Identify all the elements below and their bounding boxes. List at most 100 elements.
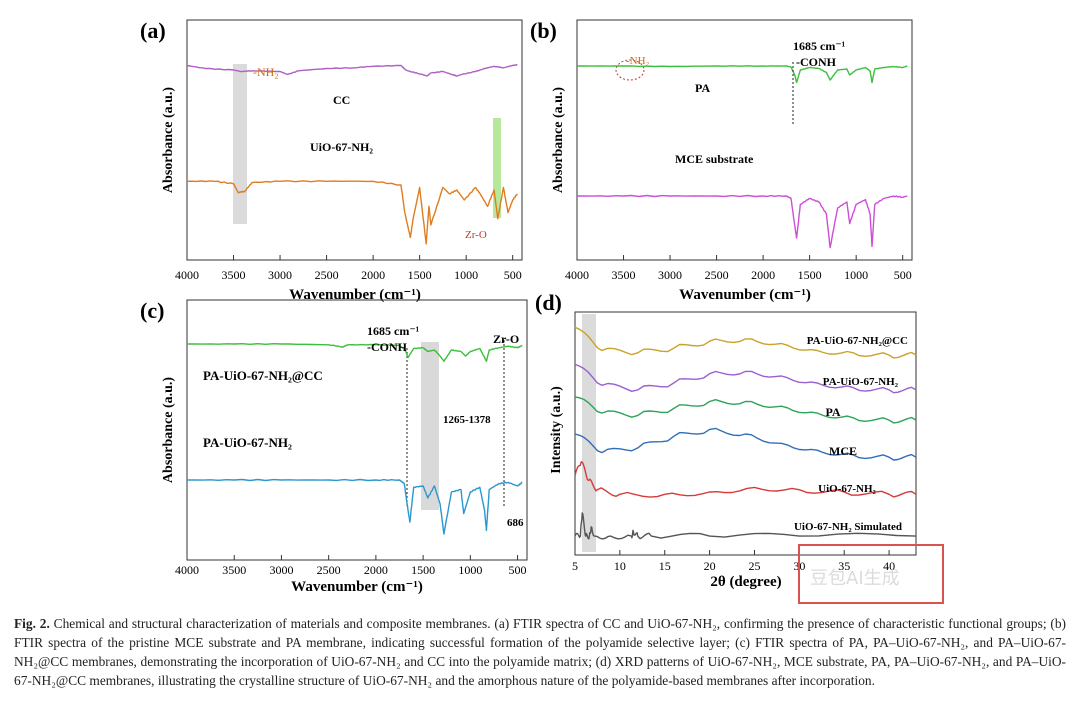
series-line-d-3 — [574, 427, 917, 461]
series-line-d-4 — [574, 461, 917, 498]
annot-nh2-a: -NH₂ — [253, 65, 279, 79]
caption-text: Chemical and structural characterization… — [14, 616, 1066, 688]
series-line-a-0 — [186, 63, 518, 77]
series-line-b-0 — [577, 65, 908, 84]
panel-label-b: (b) — [530, 18, 557, 43]
series-line-d-0 — [574, 326, 917, 359]
series-line-d-1 — [574, 363, 917, 394]
annot-686-c: 686 — [507, 517, 524, 529]
ylabel-d: Intensity (a.u.) — [549, 386, 564, 474]
panel-a: (a) -NH₂ CC UiO-67-NH₂ Zr-O 4000 3500 3000… — [140, 18, 523, 303]
series-lines-c — [186, 343, 523, 535]
panel-b: (b) -NH₂ 1685 cm⁻¹ -CONH PA MCE substrat… — [530, 18, 913, 303]
panel-label-c: (c) — [140, 298, 164, 323]
x-tick-label-d-3: 20 — [704, 559, 716, 573]
series-lines-d — [574, 326, 917, 540]
x-tick-label-a-4: 2000 — [361, 268, 385, 282]
x-tick-label-c-2: 3000 — [269, 563, 293, 577]
series-line-d-5 — [574, 512, 917, 540]
nh2-circle-b — [615, 59, 645, 81]
label-d-5: UiO-67-NH₂ — [818, 483, 876, 495]
x-tick-label-a-7: 500 — [504, 268, 522, 282]
label-pa-uio-cc-c: PA-UiO-67-NH₂@CC — [203, 368, 323, 383]
annot-nh2-b: -NH₂ — [626, 55, 650, 67]
plot-frame-c — [186, 299, 528, 561]
series-line-a-1 — [186, 180, 518, 245]
annot-1265-c: 1265-1378 — [443, 414, 491, 426]
panel-c: (c) 1685 cm⁻¹ -CONH Zr-O PA-UiO-67-NH₂@C… — [140, 298, 528, 595]
label-d-1: PA-UiO-67-NH₂@CC — [807, 335, 908, 347]
x-ticks-b: 4000 3500 3000 2500 2000 1500 1000 500 — [565, 255, 912, 282]
x-tick-label-a-0: 4000 — [175, 268, 199, 282]
label-mce-b: MCE substrate — [675, 152, 754, 166]
ylabel-a: Absorbance (a.u.) — [161, 87, 176, 194]
ylabel-c: Absorbance (a.u.) — [161, 377, 176, 484]
x-tick-label-d-0: 5 — [572, 559, 578, 573]
label-pa-b: PA — [695, 81, 710, 95]
series-lines-a — [186, 63, 518, 245]
panel-label-d: (d) — [535, 290, 562, 315]
x-tick-label-d-6: 35 — [838, 559, 850, 573]
xlabel-b: Wavenumber (cm⁻¹) — [679, 287, 811, 303]
x-tick-label-b-2: 3000 — [658, 268, 682, 282]
plot-frame-d — [574, 311, 917, 556]
label-d-4: MCE — [829, 444, 857, 458]
x-tick-label-a-1: 3500 — [222, 268, 246, 282]
label-pa-uio-c: PA-UiO-67-NH₂ — [203, 435, 292, 450]
x-tick-label-c-7: 500 — [509, 563, 527, 577]
x-tick-label-c-4: 2000 — [364, 563, 388, 577]
x-tick-label-a-5: 1500 — [408, 268, 432, 282]
x-ticks-a: 4000 3500 3000 2500 2000 1500 1000 500 — [175, 255, 522, 282]
x-tick-label-a-6: 1000 — [454, 268, 478, 282]
annot-zro-a: Zr-O — [465, 229, 487, 241]
x-tick-label-c-0: 4000 — [175, 563, 199, 577]
label-uio-a: UiO-67-NH₂ — [310, 140, 373, 154]
xlabel-c: Wavenumber (cm⁻¹) — [291, 579, 423, 595]
zro-band-a — [493, 118, 501, 218]
annot-conh-c: -CONH — [367, 340, 408, 354]
panel-d: (d) PA-UiO-67-NH₂@CC PA-UiO-67-NH₂ PA MC… — [535, 290, 917, 590]
watermark-box: 豆包AI生成 — [798, 544, 944, 604]
x-tick-label-b-1: 3500 — [612, 268, 636, 282]
x-tick-label-b-4: 2000 — [751, 268, 775, 282]
x-tick-label-c-1: 3500 — [222, 563, 246, 577]
annot-conh-b: -CONH — [796, 55, 837, 69]
x-tick-label-b-5: 1500 — [798, 268, 822, 282]
x-tick-label-c-5: 1500 — [411, 563, 435, 577]
x-tick-label-c-3: 2500 — [317, 563, 341, 577]
nh2-band-a — [233, 64, 247, 224]
label-d-2: PA-UiO-67-NH₂ — [823, 376, 899, 388]
series-line-c-0 — [187, 343, 523, 362]
x-tick-label-b-3: 2500 — [705, 268, 729, 282]
x-tick-label-d-2: 15 — [659, 559, 671, 573]
x-tick-label-b-6: 1000 — [844, 268, 868, 282]
plot-frame-a — [186, 19, 523, 261]
label-d-6: UiO-67-NH₂ Simulated — [794, 521, 902, 533]
annot-zro-c: Zr-O — [493, 332, 519, 346]
label-d-3: PA — [825, 405, 840, 419]
x-ticks-d: 5 10 15 20 25 30 35 40 — [572, 550, 895, 573]
series-line-d-2 — [574, 396, 917, 424]
annot-1685-b: 1685 cm⁻¹ — [793, 39, 846, 53]
watermark-text: 豆包AI生成 — [810, 568, 900, 589]
x-tick-label-d-7: 40 — [883, 559, 895, 573]
series-line-c-1 — [186, 478, 523, 535]
xlabel-d: 2θ (degree) — [710, 574, 781, 590]
series-lines-b — [576, 65, 908, 249]
xlabel-a: Wavenumber (cm⁻¹) — [289, 287, 421, 303]
panel-label-a: (a) — [140, 18, 166, 43]
series-line-b-1 — [576, 194, 908, 249]
band-d — [582, 314, 596, 552]
caption-label: Fig. 2. — [14, 616, 50, 631]
x-ticks-c: 4000 3500 3000 2500 2000 1500 1000 500 — [175, 555, 527, 577]
figure-caption: Fig. 2. Chemical and structural characte… — [14, 614, 1066, 690]
annot-1685-c: 1685 cm⁻¹ — [367, 324, 420, 338]
x-tick-label-a-3: 2500 — [315, 268, 339, 282]
x-tick-label-d-1: 10 — [614, 559, 626, 573]
x-tick-label-c-6: 1000 — [458, 563, 482, 577]
ylabel-b: Absorbance (a.u.) — [551, 87, 566, 194]
x-tick-label-d-4: 25 — [748, 559, 760, 573]
label-cc: CC — [333, 93, 350, 107]
x-tick-label-b-7: 500 — [894, 268, 912, 282]
band-1265-1378-c — [421, 342, 439, 510]
